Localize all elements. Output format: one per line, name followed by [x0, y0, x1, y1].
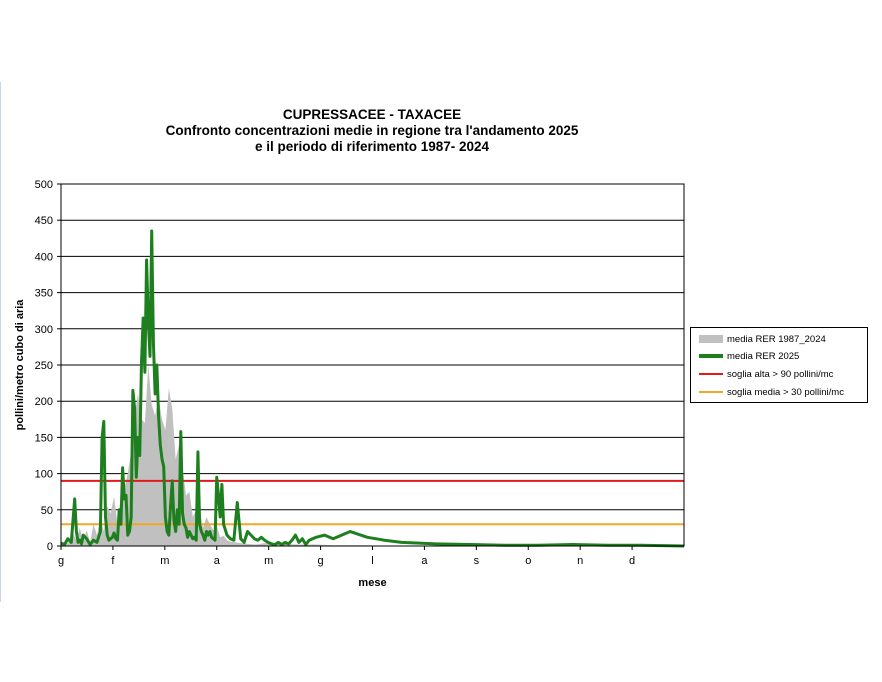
ytick-label-100: 100 [35, 469, 53, 481]
chart-legend: media RER 1987_2024 media RER 2025 sogli… [690, 327, 868, 403]
xtick-label-5: g [318, 555, 324, 567]
series-area-mean-historic [61, 365, 684, 546]
xtick-label-2: m [160, 555, 169, 567]
y-axis-title: pollini/metro cubo di aria [14, 299, 26, 431]
ytick-label-150: 150 [35, 432, 53, 444]
ytick-label-250: 250 [35, 360, 53, 372]
xtick-label-4: m [264, 555, 273, 567]
legend-swatch-red-line [699, 373, 723, 375]
legend-item-mean-historic: media RER 1987_2024 [699, 332, 826, 346]
xtick-label-6: l [371, 555, 373, 567]
xtick-label-10: n [577, 555, 583, 567]
legend-label-mean-2025: media RER 2025 [727, 350, 800, 362]
ytick-label-350: 350 [35, 288, 53, 300]
xtick-label-1: f [111, 555, 115, 567]
legend-swatch-grey-area [699, 335, 723, 343]
chart-title-line-2: Confronto concentrazioni medie in region… [165, 123, 579, 138]
legend-label-mean-historic: media RER 1987_2024 [727, 333, 826, 345]
x-axis-title: mese [358, 577, 386, 589]
chart-title-line-1: CUPRESSACEE - TAXACEE [282, 107, 462, 122]
ytick-label-400: 400 [35, 251, 53, 263]
legend-label-medium-threshold: soglia media > 30 pollini/mc [727, 386, 844, 398]
legend-swatch-green-line [699, 354, 723, 358]
legend-swatch-orange-line [699, 391, 723, 393]
ytick-label-500: 500 [35, 179, 53, 191]
left-frame-border [0, 82, 1, 602]
legend-label-high-threshold: soglia alta > 90 pollini/mc [727, 368, 834, 380]
xtick-label-9: o [525, 555, 531, 567]
chart-title-line-3: e il periodo di riferimento 1987- 2024 [254, 139, 490, 154]
xtick-label-3: a [214, 555, 221, 567]
xtick-label-7: a [421, 555, 428, 567]
legend-item-high-threshold: soglia alta > 90 pollini/mc [699, 367, 833, 381]
xtick-label-0: g [58, 555, 64, 567]
legend-item-medium-threshold: soglia media > 30 pollini/mc [699, 385, 844, 399]
legend-item-mean-2025: media RER 2025 [699, 349, 799, 363]
xtick-label-11: d [629, 555, 635, 567]
series-line-mean-2025 [60, 229, 685, 548]
ytick-label-450: 450 [35, 215, 53, 227]
ytick-label-300: 300 [35, 324, 53, 336]
ytick-label-50: 50 [41, 505, 53, 517]
ytick-label-200: 200 [35, 396, 53, 408]
xtick-label-8: s [474, 555, 480, 567]
ytick-label-0: 0 [47, 541, 53, 553]
